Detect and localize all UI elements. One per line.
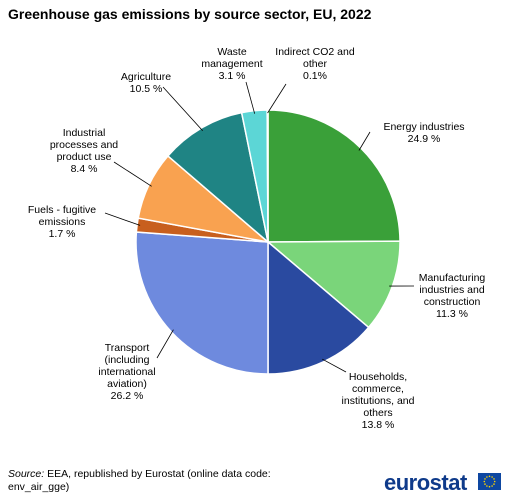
eurostat-logo: eurostat [384,470,467,495]
pie-slice [135,231,269,375]
pie-slice [267,240,370,375]
slice-label: Indirect CO2 and other 0.1% [275,46,355,82]
pie-slices [135,109,401,375]
leader-line [162,86,203,132]
leader-line [156,329,174,359]
leader-line [245,81,256,114]
leader-line [322,358,347,373]
leader-line [113,161,152,187]
slice-label: Industrial processes and product use 8.4 % [50,127,118,175]
pie-slice [265,240,401,329]
source-note: Source: EEA, republished by Eurostat (on… [8,468,308,494]
slice-label: Agriculture 10.5 % [121,71,171,95]
source-text: EEA, republished by Eurostat (online dat… [8,468,271,493]
leader-lines [104,81,415,373]
slice-label: Energy industries 24.9 % [383,121,464,145]
pie-slice [166,111,270,244]
eu-flag-icon [478,473,501,490]
leader-line [267,83,287,114]
slice-label: Households, commerce, institutions, and oth… [342,371,415,431]
source-lead: Source: [8,468,45,480]
pie-slice [266,109,269,243]
slice-label: Fuels - fugitive emissions 1.7 % [28,204,96,240]
pie-chart: Energy industries 24.9 % Manufacturing indu… [28,46,486,431]
chart-title: Greenhouse gas emissions by source secto… [8,6,372,22]
leader-line [104,212,141,226]
leader-line [358,131,371,151]
pie-slice [267,109,401,243]
slice-label: Manufacturing industries and construction 1… [419,272,486,320]
slice-label: Waste management 3.1 % [201,46,262,82]
slice-labels: Energy industries 24.9 % Manufacturing indu… [28,46,486,431]
slice-label: Transport (including international aviation… [98,342,155,402]
